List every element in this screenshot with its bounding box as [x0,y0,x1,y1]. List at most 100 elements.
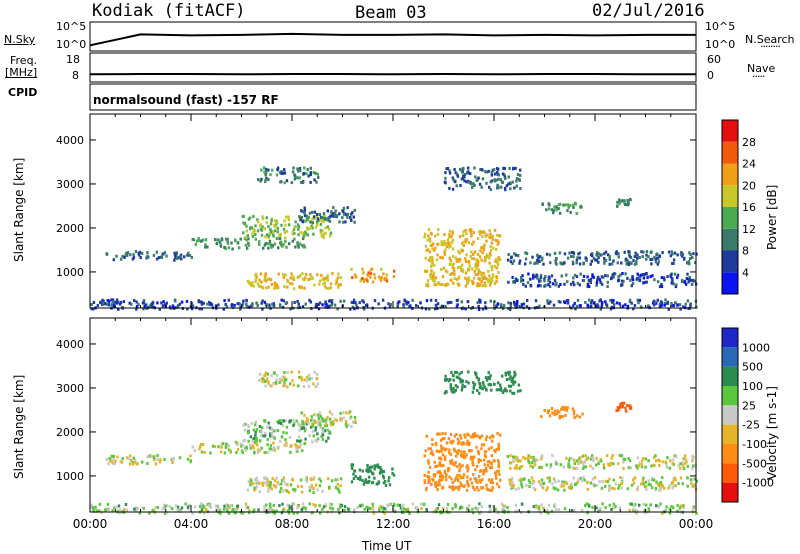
echo-cell [451,187,455,191]
nsky-label: N.Sky [4,33,36,46]
echo-cell [122,300,126,304]
echo-cell [383,480,387,483]
echo-cell [480,258,483,262]
echo-cell [198,447,201,451]
echo-cell [245,224,248,228]
echo-cell [552,209,555,213]
echo-cell [408,512,411,515]
echo-cell [624,409,628,413]
echo-cell [264,167,268,171]
echo-cell [569,487,572,490]
echo-cell [276,226,280,230]
echo-cell [586,284,589,288]
echo-cell [251,281,254,285]
echo-cell [591,456,595,460]
echo-cell [308,377,311,381]
echo-cell [310,415,313,419]
echo-cell [653,255,656,259]
echo-cell [228,448,231,452]
echo-cell [600,486,604,490]
echo-cell [519,479,523,483]
echo-cell [616,406,620,409]
echo-cell [337,285,340,289]
echo-cell [526,281,530,285]
echo-cell [354,273,357,277]
echo-cell [585,502,589,506]
echo-cell [264,371,267,375]
echo-cell [116,455,119,459]
echo-cell [257,282,260,286]
echo-cell [534,488,537,492]
echo-cell [558,251,562,255]
echo-cell [336,482,339,486]
echo-cell [644,272,648,276]
echo-cell [607,253,610,257]
nsky-panel-frame [89,21,697,52]
echo-cell [278,377,282,381]
echo-cell [309,171,312,175]
echo-cell [216,504,219,508]
echo-cell [253,486,256,490]
echo-cell [497,447,500,451]
echo-cell [246,246,249,250]
echo-cell [575,212,578,215]
echo-cell [443,437,446,441]
echo-cell [483,385,486,389]
echo-cell [189,459,192,463]
echo-cell [328,502,332,506]
echo-cell [529,261,532,265]
echo-cell [276,230,279,234]
echo-cell [483,259,486,263]
echo-cell [656,298,659,302]
echo-cell [247,480,250,484]
echo-cell [324,503,328,507]
echo-cell [311,226,314,230]
echo-cell [225,237,228,241]
echo-cell [254,280,257,283]
echo-cell [249,446,252,450]
echo-cell [493,228,497,232]
echo-cell [286,503,289,507]
echo-cell [270,219,273,222]
echo-region-11 [615,401,633,413]
echo-cell [333,212,337,216]
echo-cell [311,429,315,433]
echo-cell [252,215,255,218]
echo-cell [465,232,468,236]
echo-cell [189,454,192,458]
echo-cell [330,502,333,506]
echo-cell [322,212,326,216]
echo-region-4 [246,475,343,495]
echo-cell [451,488,454,492]
echo-cell [350,219,353,222]
echo-cell [168,505,172,508]
echo-cell [649,503,652,507]
echo-cell [441,453,445,457]
echo-cell [436,242,440,246]
echo-cell [120,257,123,261]
echo-cell [445,473,448,477]
echo-cell [645,280,648,284]
echo-cell [288,504,291,508]
echo-cell [364,478,367,482]
echo-cell [524,457,527,461]
echo-cell [487,371,490,375]
echo-cell [688,276,691,279]
echo-cell [463,175,466,179]
echo-cell [455,184,458,188]
echo-cell [297,168,300,171]
echo-cell [600,282,604,286]
echo-cell [250,479,253,483]
echo-cell [683,256,686,260]
echo-cell [489,299,492,303]
echo-cell [490,173,494,177]
echo-cell [335,418,338,422]
echo-cell [659,304,663,308]
echo-cell [286,278,289,282]
echo-cell [641,273,645,276]
echo-cell [269,227,272,231]
echo-cell [256,448,260,452]
echo-cell [507,258,510,262]
echo-cell [265,503,268,507]
echo-cell [283,371,286,375]
